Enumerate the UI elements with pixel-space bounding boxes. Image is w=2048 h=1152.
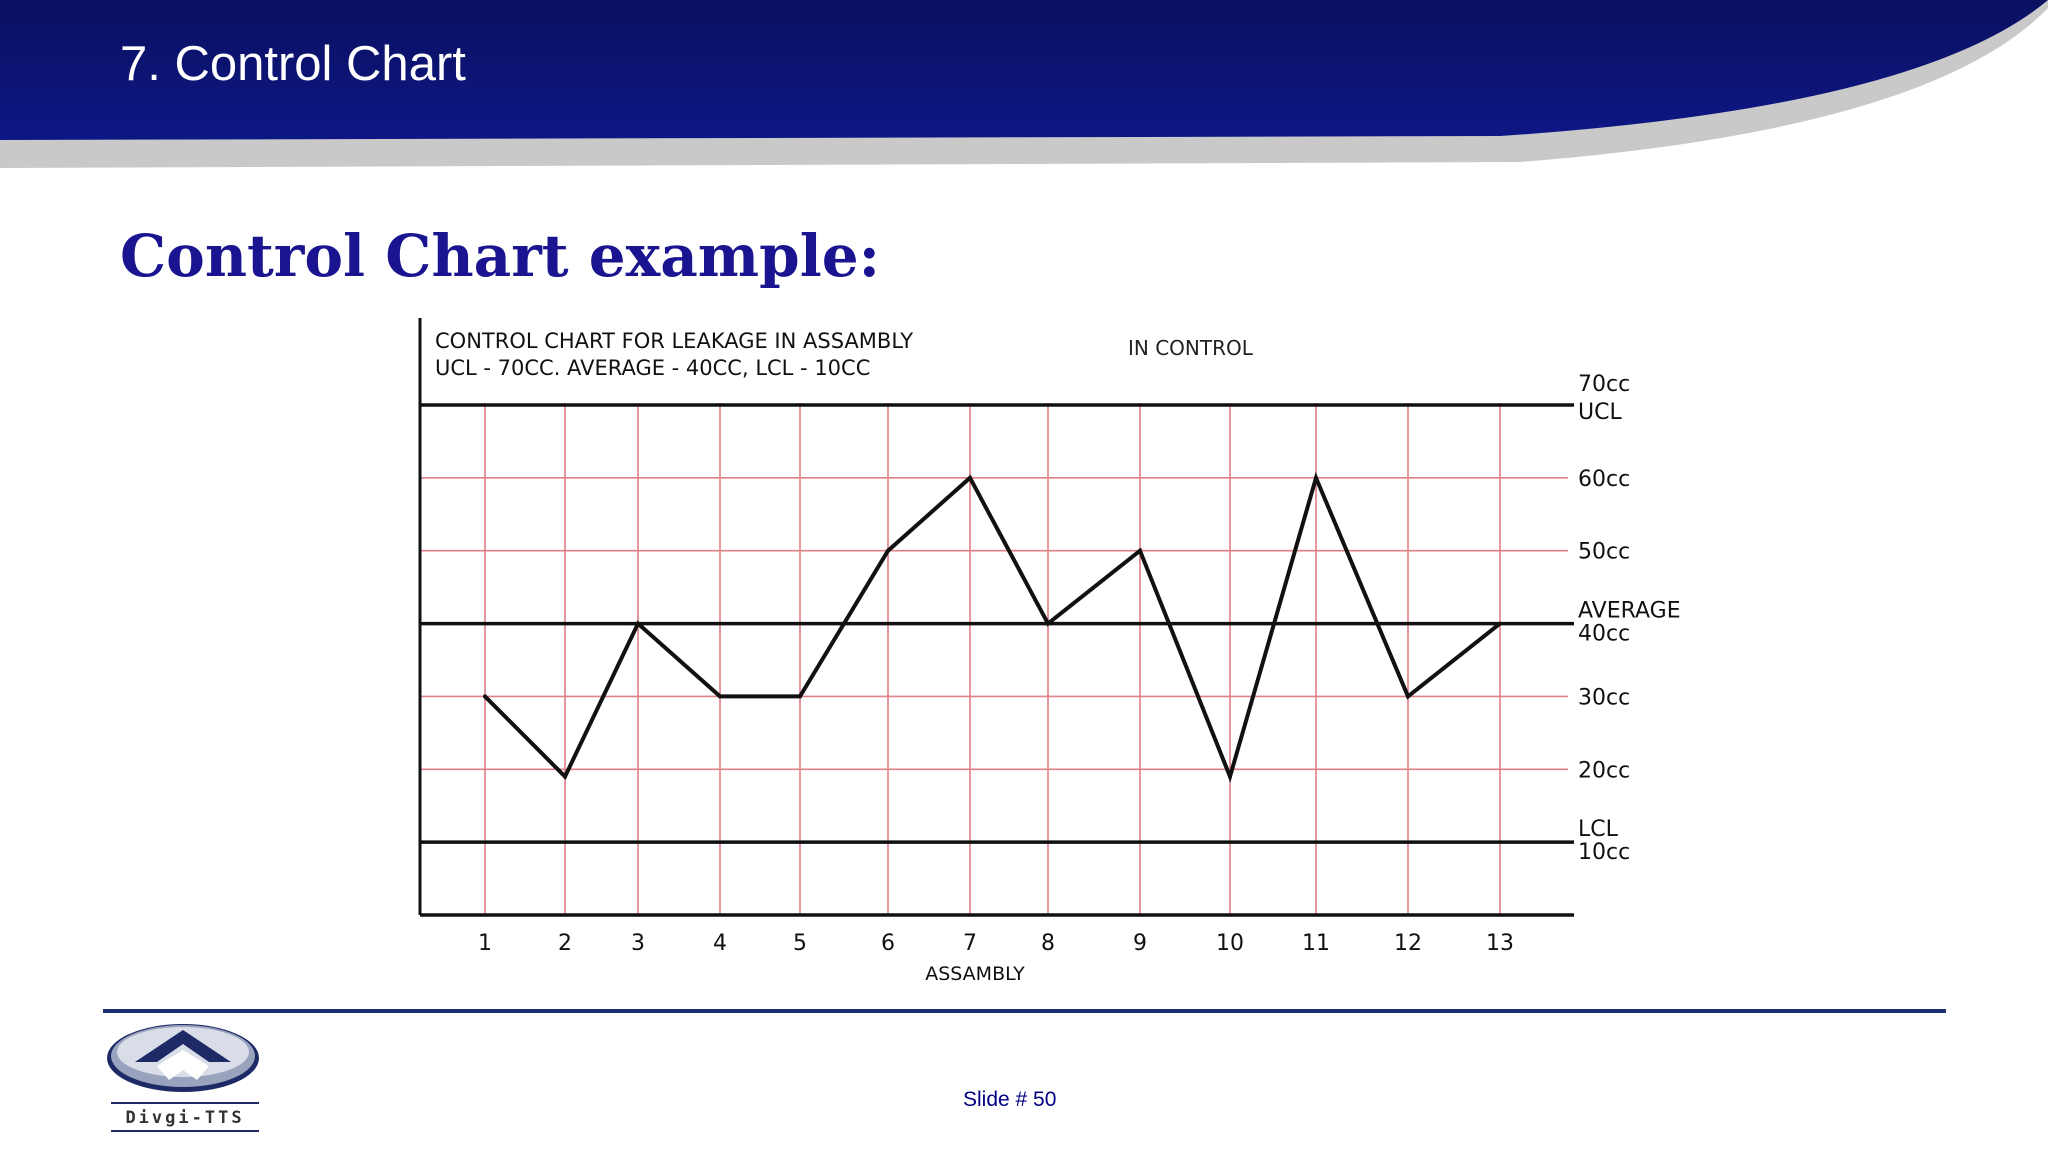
data-point-10 (1228, 774, 1232, 779)
label-layer: 1 2 3 4 5 6 7 8 9 10 11 12 1370ccUCL60cc50ccAVERAGE4… (478, 372, 1681, 956)
right-label-10-1: 10cc (1578, 840, 1630, 865)
data-point-13 (1498, 621, 1502, 626)
data-point-8 (1046, 621, 1050, 626)
grid-layer (420, 403, 1568, 915)
right-label-50-0: 50cc (1578, 540, 1630, 565)
right-label-40-0: AVERAGE (1578, 599, 1681, 624)
axes (418, 318, 1574, 917)
slide-subtitle: Control Chart example: (120, 222, 881, 290)
footer-rule (103, 1009, 1946, 1013)
right-label-70-1: UCL (1578, 400, 1622, 425)
x-tick-label-9: 9 (1133, 931, 1147, 956)
x-tick-label-13: 13 (1486, 931, 1514, 956)
header-band (0, 0, 2048, 168)
data-point-2 (563, 774, 567, 779)
x-tick-label-4: 4 (713, 931, 727, 956)
data-point-12 (1406, 694, 1410, 699)
x-tick-label-12: 12 (1394, 931, 1422, 956)
control-chart: 1 2 3 4 5 6 7 8 9 10 11 12 1370ccUCL60cc50ccAVERAGE4… (418, 318, 1681, 985)
right-label-60-0: 60cc (1578, 467, 1630, 492)
right-label-70-0: 70cc (1578, 372, 1630, 397)
company-logo: Divgi-TTS (107, 1024, 259, 1132)
slide-title: 7. Control Chart (120, 37, 466, 91)
x-tick-label-10: 10 (1216, 931, 1244, 956)
logo-text: Divgi-TTS (125, 1108, 244, 1128)
x-axis-label: ASSAMBLY (925, 963, 1025, 985)
data-point-3 (636, 621, 640, 626)
right-label-20-0: 20cc (1578, 758, 1630, 783)
x-tick-label-6: 6 (881, 931, 895, 956)
x-tick-label-8: 8 (1041, 931, 1055, 956)
data-point-7 (968, 475, 972, 480)
x-tick-label-1: 1 (478, 931, 492, 956)
reference-lines (420, 403, 1574, 844)
series-layer (483, 471, 1502, 783)
x-tick-label-11: 11 (1302, 931, 1330, 956)
data-point-1 (483, 694, 487, 699)
data-point-4 (718, 694, 722, 699)
chart-title-line2: UCL - 70CC. AVERAGE - 40CC, LCL - 10CC (435, 356, 870, 380)
data-point-5 (798, 694, 802, 699)
x-tick-label-3: 3 (631, 931, 645, 956)
right-label-30-0: 30cc (1578, 685, 1630, 710)
data-point-6 (886, 548, 890, 553)
x-tick-label-5: 5 (793, 931, 807, 956)
right-label-10-0: LCL (1578, 817, 1619, 842)
chart-title-line1: CONTROL CHART FOR LEAKAGE IN ASSAMBLY (435, 329, 913, 353)
x-tick-label-2: 2 (558, 931, 572, 956)
data-point-11 (1314, 475, 1318, 480)
status-label: IN CONTROL (1128, 336, 1254, 360)
x-tick-label-7: 7 (963, 931, 977, 956)
data-point-9 (1138, 548, 1142, 553)
slide-number: Slide # 50 (963, 1088, 1057, 1111)
right-label-40-1: 40cc (1578, 622, 1630, 647)
